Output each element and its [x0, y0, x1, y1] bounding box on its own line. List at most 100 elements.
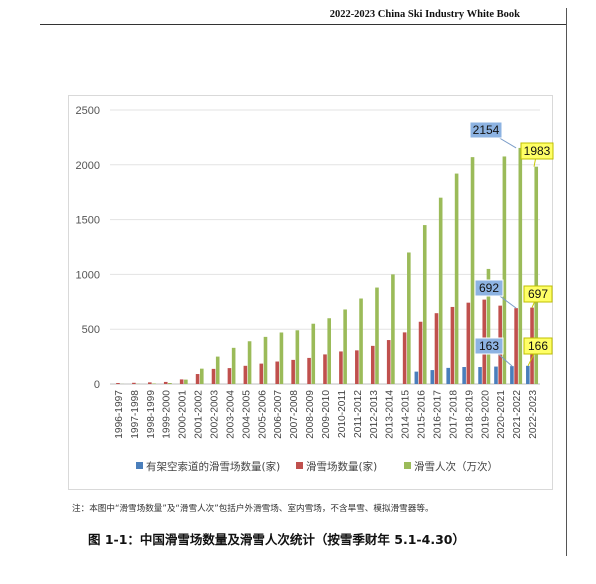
bar [279, 332, 284, 384]
bar [184, 379, 188, 384]
y-tick-label: 500 [82, 324, 100, 336]
bar [438, 197, 443, 384]
x-tick-label: 1997-1998 [130, 390, 141, 439]
x-tick-label: 2005-2006 [257, 390, 268, 439]
y-tick-label: 2000 [76, 160, 100, 172]
bar [422, 225, 427, 384]
chart-note: 注：本图中“滑雪场数量”及“滑雪人次”包括户外滑雪场、室内雪场，不含旱雪、模拟滑… [72, 504, 434, 514]
callout-box [469, 121, 503, 139]
x-tick-label: 2019-2020 [480, 390, 491, 439]
x-tick-label: 2009-2010 [321, 390, 332, 439]
bar [247, 341, 252, 384]
bar [227, 368, 232, 384]
bar [430, 370, 435, 384]
bar [375, 287, 379, 384]
x-tick-label: 2015-2016 [417, 390, 428, 439]
bar [518, 147, 523, 384]
bar [359, 298, 363, 384]
x-tick-label: 2012-2013 [369, 390, 380, 439]
bar [323, 354, 327, 384]
x-tick-label: 2000-2001 [178, 390, 189, 439]
bar [199, 368, 204, 384]
callout-label: 2154 [473, 123, 500, 137]
legend-swatch [136, 462, 143, 469]
bar [295, 330, 300, 384]
x-tick-label: 2010-2011 [337, 390, 348, 438]
x-tick-label: 2020-2021 [496, 390, 507, 439]
bar [534, 166, 539, 384]
bar [370, 345, 375, 384]
bar [434, 313, 439, 384]
x-tick-label: 2008-2009 [305, 390, 316, 439]
x-tick-label: 1996-1997 [114, 390, 125, 439]
callout-box [520, 142, 554, 160]
y-tick-label: 2500 [76, 105, 100, 117]
bar [195, 374, 200, 384]
bar [502, 156, 507, 384]
bar [163, 381, 168, 384]
bar [215, 356, 220, 384]
x-tick-label: 2013-2014 [385, 390, 396, 439]
x-tick-label: 2007-2008 [289, 390, 300, 439]
bar [414, 371, 419, 384]
bar [355, 350, 359, 384]
bar [263, 336, 268, 384]
legend-swatch [404, 462, 411, 469]
x-tick-label: 2001-2002 [194, 390, 205, 439]
bar [179, 379, 184, 384]
x-tick-label: 1999-2000 [162, 390, 173, 439]
callout-box [523, 337, 553, 355]
bar [311, 323, 316, 384]
bar [386, 340, 391, 384]
x-tick-label: 2006-2007 [273, 390, 284, 439]
bar [343, 309, 347, 384]
bar [514, 308, 518, 384]
bar [148, 382, 152, 384]
header-title: 2022-2023 China Ski Industry White Book [329, 9, 520, 20]
bar [462, 367, 466, 384]
x-tick-label: 2022-2023 [528, 390, 539, 439]
bar [211, 368, 216, 384]
bar [526, 365, 530, 384]
bar [327, 318, 331, 384]
header-rule [40, 24, 566, 25]
y-tick-label: 1500 [76, 215, 100, 227]
bar [510, 366, 514, 384]
bar [454, 173, 459, 384]
y-tick-label: 0 [94, 379, 100, 391]
bar [494, 366, 498, 384]
bar [478, 367, 482, 384]
legend-label: 有架空索道的滑雪场数量(家) [146, 460, 280, 473]
bar [243, 365, 248, 384]
bar [116, 383, 120, 384]
bar [407, 252, 411, 384]
page-margin-rule [566, 8, 567, 556]
x-tick-label: 2003-2004 [225, 390, 236, 439]
callout-label: 1983 [524, 144, 551, 158]
legend-label: 滑雪场数量(家) [306, 460, 377, 473]
x-tick-label: 2011-2012 [353, 390, 364, 438]
x-tick-label: 1998-1999 [146, 390, 157, 439]
x-tick-label: 2014-2015 [401, 390, 412, 439]
bar [259, 363, 264, 384]
figure-caption: 图 1-1：中国滑雪场数量及滑雪人次统计（按雪季财年 5.1-4.30） [88, 532, 465, 547]
bar [486, 268, 491, 384]
legend-swatch [296, 462, 303, 469]
x-tick-label: 2004-2005 [241, 390, 252, 439]
callout-label: 166 [528, 339, 548, 353]
x-tick-label: 2021-2022 [512, 390, 523, 439]
callout-box [523, 285, 553, 303]
callout-label: 692 [479, 281, 499, 295]
bar [466, 302, 471, 384]
bar [132, 382, 136, 384]
bar [152, 383, 156, 384]
bar [450, 306, 455, 384]
y-tick-label: 1000 [76, 269, 100, 281]
bar [470, 157, 475, 384]
bar [291, 359, 295, 384]
bar [231, 347, 236, 384]
x-tick-label: 2017-2018 [448, 390, 459, 439]
bar [275, 361, 280, 384]
bar [339, 351, 343, 384]
